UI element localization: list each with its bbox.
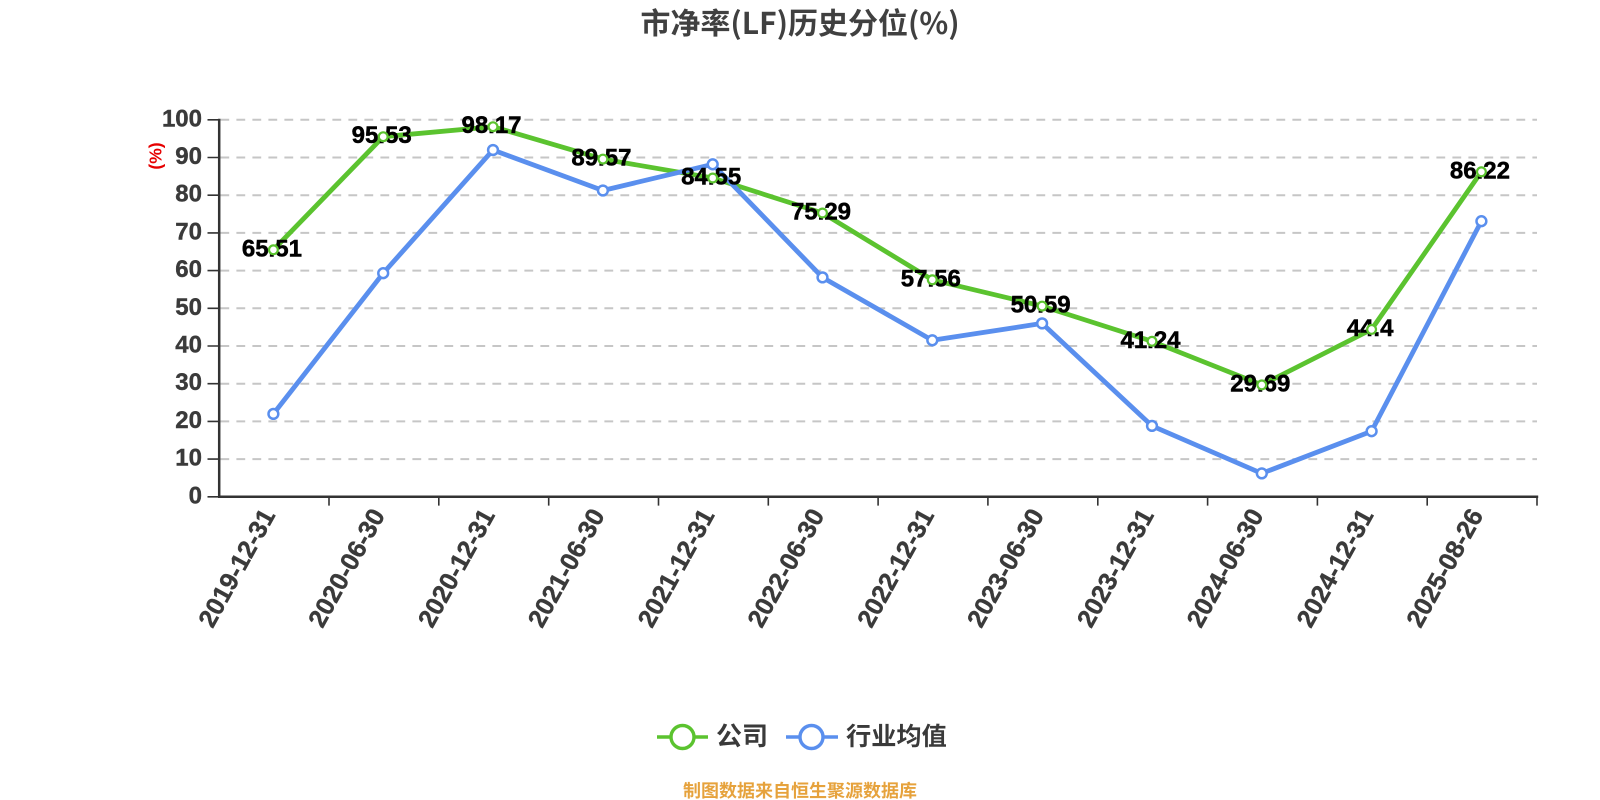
- svg-text:0: 0: [189, 482, 202, 509]
- svg-text:98.17: 98.17: [461, 112, 521, 139]
- svg-text:(%): (%): [146, 142, 166, 169]
- svg-text:100: 100: [162, 105, 202, 132]
- svg-text:90: 90: [175, 143, 202, 170]
- svg-text:20: 20: [175, 407, 202, 434]
- svg-text:60: 60: [175, 256, 202, 283]
- svg-text:29.69: 29.69: [1230, 370, 1290, 397]
- svg-text:30: 30: [175, 369, 202, 396]
- svg-text:44.4: 44.4: [1347, 315, 1394, 342]
- svg-text:95.53: 95.53: [352, 122, 412, 149]
- svg-text:41.24: 41.24: [1120, 327, 1181, 354]
- svg-text:70: 70: [175, 218, 202, 245]
- svg-text:40: 40: [175, 332, 202, 359]
- svg-text:50: 50: [175, 294, 202, 321]
- svg-text:80: 80: [175, 181, 202, 208]
- svg-text:10: 10: [175, 445, 202, 472]
